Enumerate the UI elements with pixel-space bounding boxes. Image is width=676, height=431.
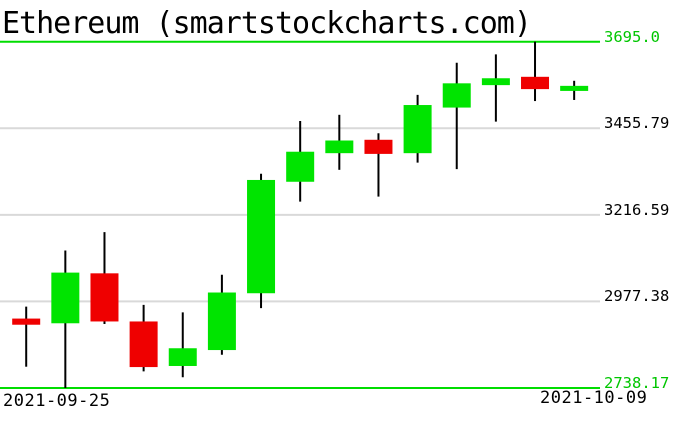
- candle-body-down: [90, 273, 119, 322]
- y-axis-extreme-label: 2738.17: [604, 374, 670, 392]
- chart-title: Ethereum (smartstockcharts.com): [2, 6, 532, 41]
- candle-body-down: [12, 318, 41, 325]
- x-axis-label-end: 2021-10-09: [540, 388, 648, 408]
- candle-body-up: [560, 85, 589, 91]
- y-axis-label: 3455.79: [604, 114, 670, 133]
- candle-body-up: [168, 348, 197, 366]
- candle-body-down: [364, 139, 393, 154]
- y-axis-label: 2977.38: [604, 287, 670, 306]
- candle-body-up: [403, 105, 432, 154]
- candle-body-up: [51, 272, 80, 324]
- candle-body-down: [521, 76, 550, 90]
- candle-body-up: [247, 179, 276, 294]
- candle-body-up: [207, 292, 236, 351]
- x-axis-label-start: 2021-09-25: [3, 391, 111, 411]
- candle-body-up: [286, 151, 315, 182]
- candle-body-up: [442, 83, 471, 108]
- y-axis-label: 3216.59: [604, 200, 670, 219]
- candle-body-up: [481, 78, 510, 86]
- candle-body-down: [129, 321, 158, 368]
- candle-body-up: [325, 140, 354, 154]
- y-axis-extreme-label: 3695.0: [604, 27, 660, 46]
